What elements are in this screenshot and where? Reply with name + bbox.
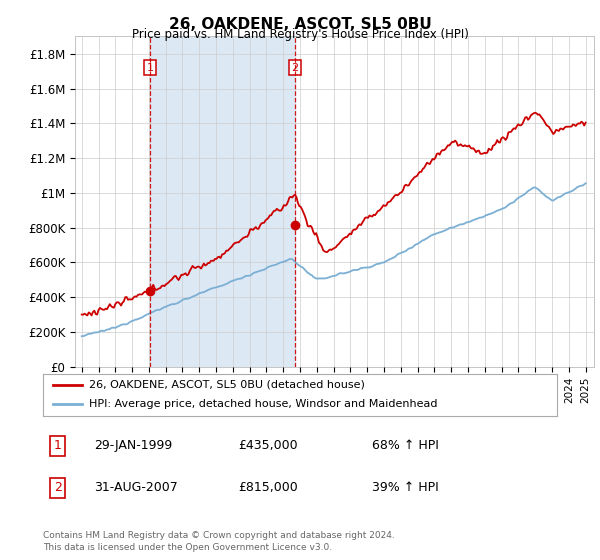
Text: 2: 2 (53, 481, 62, 494)
Text: Price paid vs. HM Land Registry's House Price Index (HPI): Price paid vs. HM Land Registry's House … (131, 28, 469, 41)
Text: £435,000: £435,000 (238, 439, 298, 452)
Text: £815,000: £815,000 (238, 481, 298, 494)
Bar (150, 36, 295, 367)
Text: Contains HM Land Registry data © Crown copyright and database right 2024.: Contains HM Land Registry data © Crown c… (43, 531, 395, 540)
Text: HPI: Average price, detached house, Windsor and Maidenhead: HPI: Average price, detached house, Wind… (89, 399, 438, 409)
Text: 68% ↑ HPI: 68% ↑ HPI (372, 439, 439, 452)
Text: 39% ↑ HPI: 39% ↑ HPI (372, 481, 439, 494)
Text: 1: 1 (53, 439, 62, 452)
Text: 2: 2 (291, 63, 298, 73)
Text: This data is licensed under the Open Government Licence v3.0.: This data is licensed under the Open Gov… (43, 543, 332, 552)
Text: 1: 1 (147, 63, 154, 73)
Text: 31-AUG-2007: 31-AUG-2007 (95, 481, 178, 494)
Text: 26, OAKDENE, ASCOT, SL5 0BU (detached house): 26, OAKDENE, ASCOT, SL5 0BU (detached ho… (89, 380, 365, 390)
Text: 29-JAN-1999: 29-JAN-1999 (95, 439, 173, 452)
Text: 26, OAKDENE, ASCOT, SL5 0BU: 26, OAKDENE, ASCOT, SL5 0BU (169, 17, 431, 32)
